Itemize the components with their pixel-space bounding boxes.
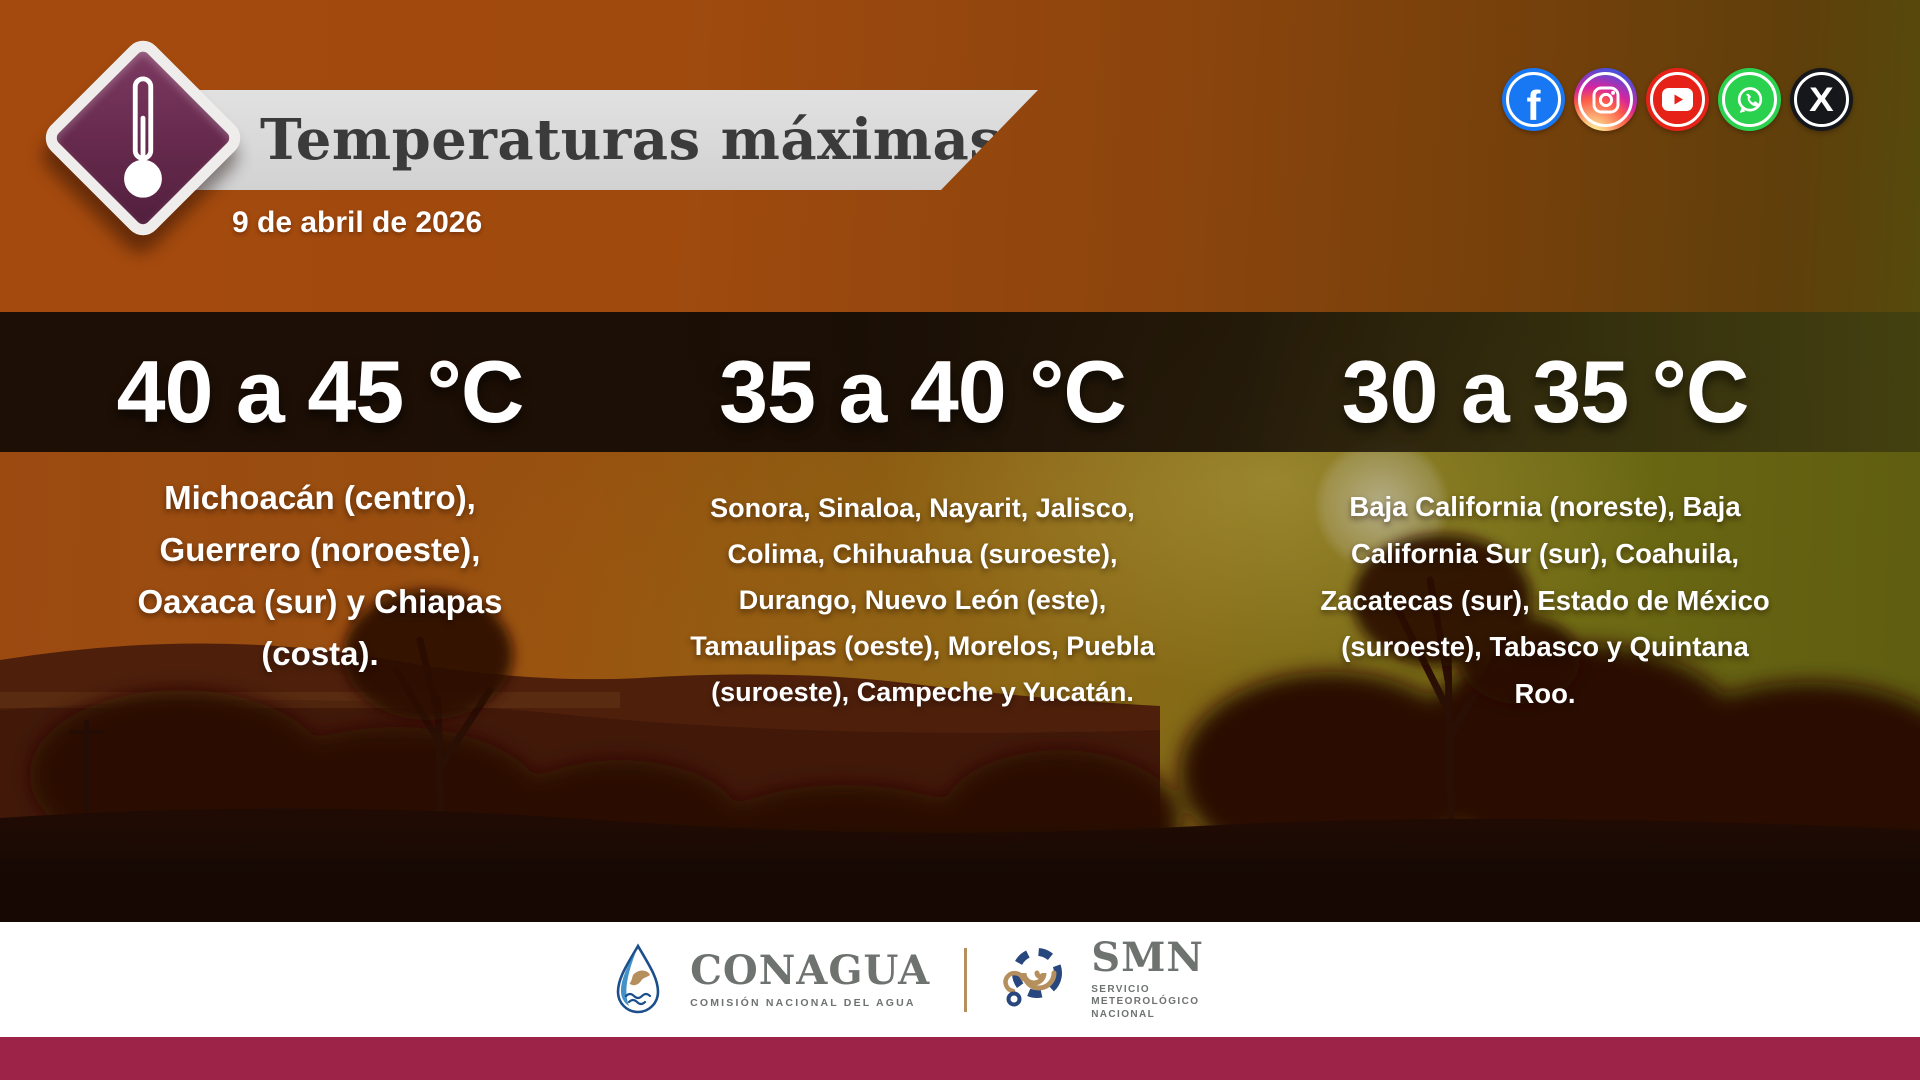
footer-logos-row: CONAGUA COMISIÓN NACIONAL DEL AGUA SMN S…	[612, 933, 1204, 1022]
smn-subtitle-line: NACIONAL	[1091, 1008, 1156, 1020]
smn-subtitle: SERVICIO METEOROLÓGICO NACIONAL	[1091, 984, 1204, 1022]
smn-wordmark: SMN	[1091, 933, 1204, 981]
conagua-logo	[616, 942, 660, 1013]
states-list: Michoacán (centro), Guerrero (noroeste),…	[137, 479, 503, 673]
temp-column-30-35: 30 a 35 °C Baja California (noreste), Ba…	[1262, 336, 1828, 718]
conagua-text: CONAGUA COMISIÓN NACIONAL DEL AGUA	[690, 946, 931, 1009]
report-date: 9 de abril de 2026	[232, 206, 483, 239]
smn-subtitle-line: SERVICIO	[1091, 983, 1150, 995]
instagram-icon[interactable]	[1574, 68, 1637, 131]
thermometer-badge	[38, 33, 248, 243]
whatsapp-phone-glyph	[1737, 86, 1762, 113]
social-icons-row: f X	[1502, 68, 1853, 131]
temp-range-heading: 40 a 45 °C	[116, 342, 525, 441]
temp-range-heading: 30 a 35 °C	[1341, 342, 1750, 441]
whatsapp-icon[interactable]	[1718, 68, 1781, 131]
states-list: Sonora, Sinaloa, Nayarit, Jalisco, Colim…	[690, 493, 1155, 707]
x-twitter-icon[interactable]: X	[1790, 68, 1853, 131]
page-title: Temperaturas máximas	[260, 107, 1002, 173]
conagua-subtitle: COMISIÓN NACIONAL DEL AGUA	[690, 996, 916, 1009]
bottom-accent-bar	[0, 1037, 1920, 1080]
foreground-shadow-fade	[0, 820, 1920, 922]
temp-column-35-40: 35 a 40 °C Sonora, Sinaloa, Nayarit, Jal…	[645, 336, 1200, 715]
youtube-icon[interactable]	[1646, 68, 1709, 131]
smn-logo	[1003, 947, 1063, 1006]
youtube-play-glyph	[1662, 88, 1693, 111]
footer: CONAGUA COMISIÓN NACIONAL DEL AGUA SMN S…	[0, 922, 1920, 1037]
temp-column-40-45: 40 a 45 °C Michoacán (centro), Guerrero …	[30, 336, 610, 681]
smn-text: SMN SERVICIO METEOROLÓGICO NACIONAL	[1091, 933, 1204, 1022]
footer-divider	[964, 947, 968, 1012]
states-list: Baja California (noreste), Baja Californ…	[1320, 491, 1770, 709]
smn-subtitle-line: METEOROLÓGICO	[1091, 996, 1200, 1008]
facebook-icon[interactable]: f	[1502, 68, 1565, 131]
title-ribbon: Temperaturas máximas	[118, 90, 1038, 190]
temperature-band-background	[0, 312, 1920, 452]
conagua-wordmark: CONAGUA	[690, 946, 931, 994]
thermometer-icon	[124, 76, 162, 198]
temp-range-heading: 35 a 40 °C	[719, 342, 1127, 441]
instagram-camera-glyph	[1592, 86, 1619, 113]
